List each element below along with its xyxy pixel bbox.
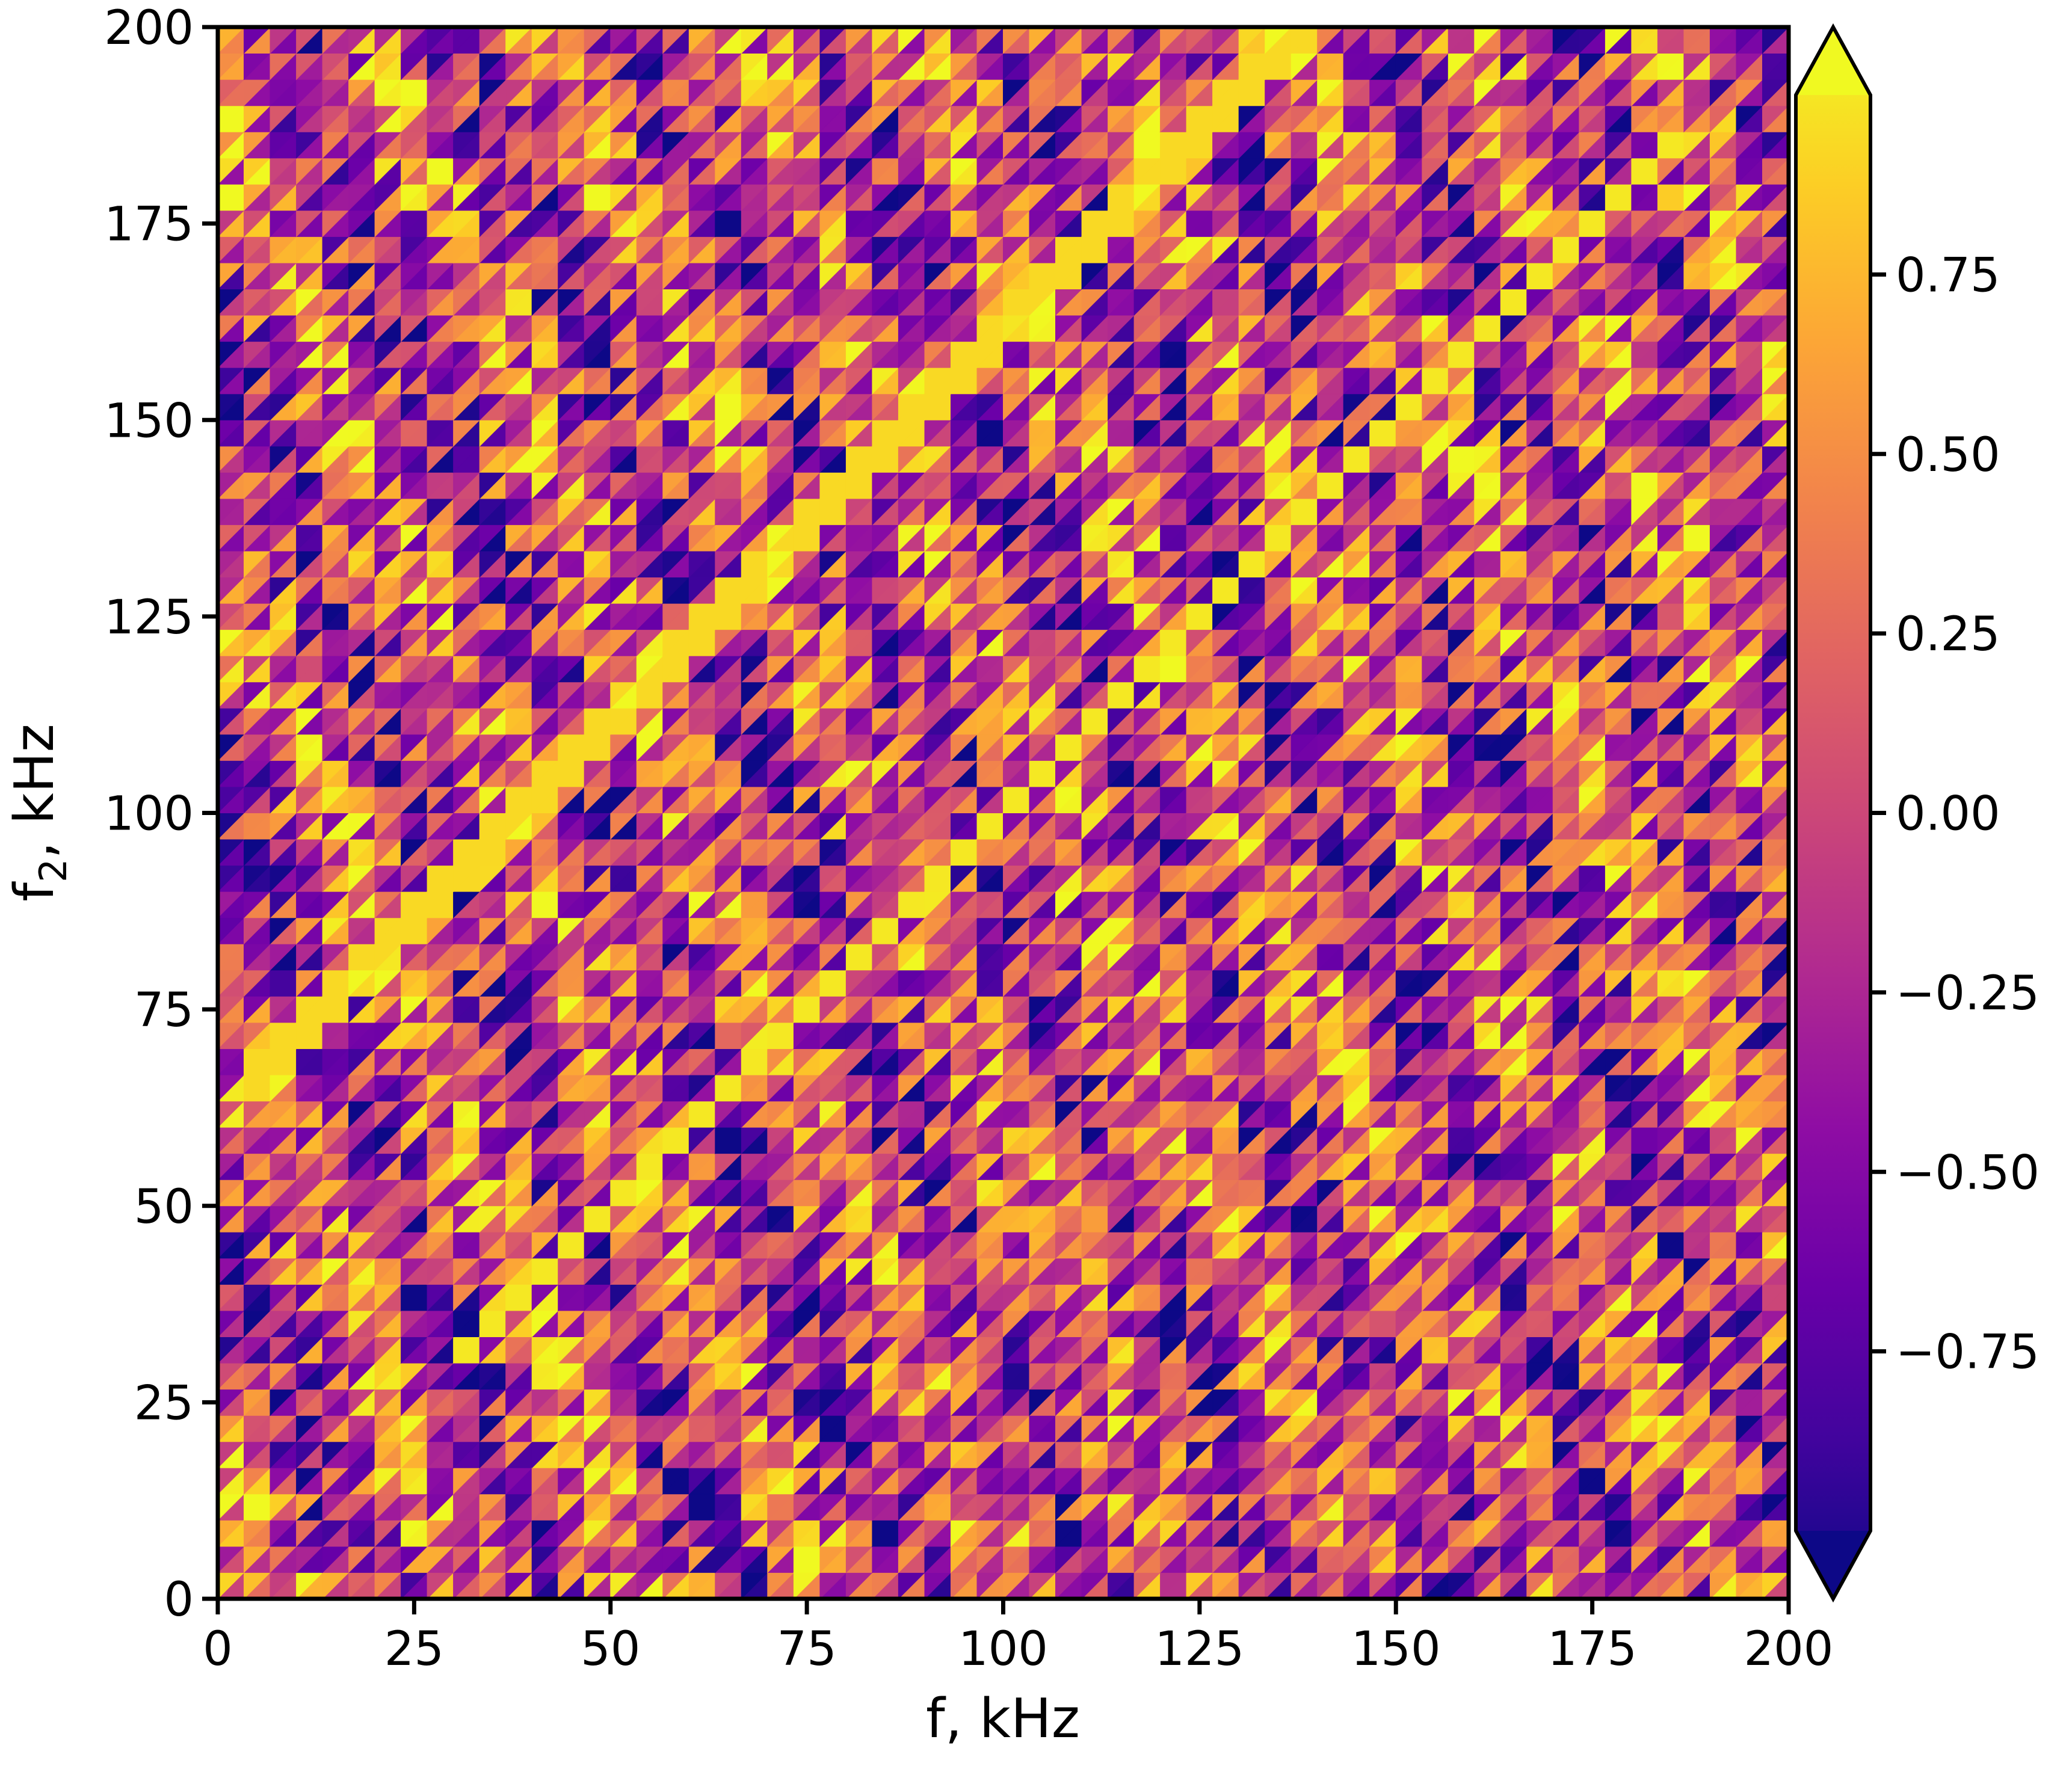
- heatmap-cells: [218, 27, 1789, 1599]
